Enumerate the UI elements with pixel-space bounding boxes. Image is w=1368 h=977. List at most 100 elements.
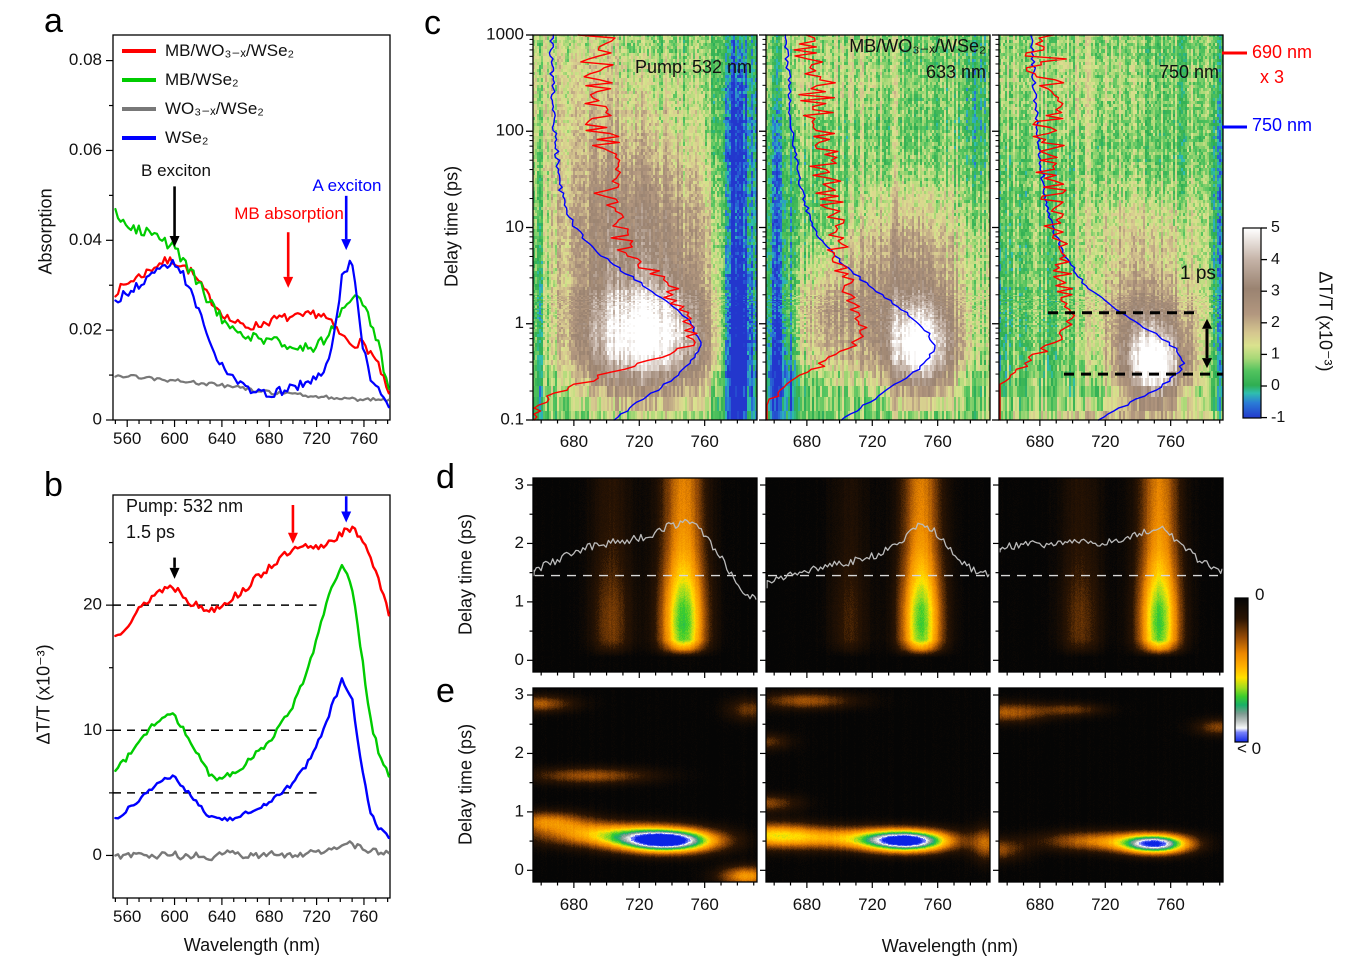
annotation-arrows <box>341 496 352 523</box>
heatmap-e-633nm <box>766 688 990 882</box>
map-title-633: 633 nm <box>925 62 986 82</box>
tick-label: 600 <box>160 907 188 926</box>
tick-label: 0 <box>1271 377 1280 394</box>
tick-label: 1 <box>515 313 524 332</box>
tick-label: 720 <box>858 895 886 914</box>
legend-a: MB/WO₃₋ₓ/WSe₂ MB/WSe₂ WO₃₋ₓ/WSe₂ WSe₂ <box>122 36 294 152</box>
heatmap-d-532nm <box>533 478 757 672</box>
annotation-b-exciton: B exciton <box>141 161 211 180</box>
tick-label: 0 <box>93 409 102 428</box>
panel-b-plot: 560 600 640 680 720 760 0 10 20 <box>83 494 391 926</box>
tick-label: 10 <box>505 217 524 236</box>
tick-label: 0 <box>515 860 524 879</box>
legend-item: MB/WSe₂ <box>122 65 294 94</box>
panel-b-series <box>114 525 390 862</box>
map-title-sample: MB/WO₃₋ₓ/WSe₂ <box>849 36 986 56</box>
tick-label: 720 <box>1091 432 1119 451</box>
annotation-arrows <box>283 232 294 288</box>
tick-label: 680 <box>560 432 588 451</box>
tick-label: 560 <box>113 907 141 926</box>
tick-label: 0.08 <box>69 50 102 69</box>
series-MB/WSe2 <box>114 207 390 390</box>
heatmap-d-633nm <box>766 478 990 672</box>
heatmap-c-750nm <box>999 35 1223 420</box>
tick-label: 720 <box>625 432 653 451</box>
annotation-arrows <box>169 186 180 248</box>
tick-label: 1 <box>515 591 524 610</box>
map-title-532: Pump: 532 nm <box>634 57 752 77</box>
panel-b-xlabel: Wavelength (nm) <box>183 935 321 955</box>
tick-label: 640 <box>208 907 236 926</box>
legend-label: WO₃₋ₓ/WSe₂ <box>165 98 264 118</box>
tick-label: 720 <box>625 895 653 914</box>
colorbar-de-bottom-label: < 0 <box>1237 739 1262 758</box>
annotation-arrow <box>341 511 352 523</box>
panel-label-b: b <box>44 466 63 504</box>
series-WO3-x/WSe2 <box>114 374 390 403</box>
panel-e-xlabel: Wavelength (nm) <box>881 936 1019 956</box>
kinetics-legend-750: 750 nm <box>1252 115 1313 135</box>
annotation-arrow <box>341 239 352 251</box>
tick-label: 0 <box>515 650 524 669</box>
tick-label: 2 <box>1271 314 1280 331</box>
tick-label: 560 <box>113 429 141 448</box>
panel-label-e: e <box>436 672 455 710</box>
tick-label: 4 <box>1271 251 1280 268</box>
tick-label: 640 <box>208 429 236 448</box>
colorbar-de <box>1235 598 1248 742</box>
annotation-mb-absorption: MB absorption <box>234 204 344 223</box>
annotation-arrows <box>169 557 180 579</box>
series-MB/WO3-x/WSe2 <box>114 256 390 395</box>
legend-swatch <box>122 106 156 111</box>
tick-label: 20 <box>83 595 102 614</box>
plot-frame <box>112 494 391 899</box>
panel-b-ylabel: ΔT/T (x10⁻³) <box>33 644 54 745</box>
tick-label: 680 <box>560 895 588 914</box>
tick-label: 1 <box>515 801 524 820</box>
tick-label: 680 <box>1026 895 1054 914</box>
panel-label-c: c <box>424 4 441 42</box>
tick-label: 100 <box>496 121 524 140</box>
legend-item: WSe₂ <box>122 123 294 152</box>
tick-label: 720 <box>302 907 330 926</box>
tick-label: 0.02 <box>69 320 102 339</box>
map-title-750: 750 nm <box>1158 62 1219 82</box>
annotation-arrows <box>287 505 298 544</box>
series-WO3-x/WSe2 <box>114 840 390 862</box>
tick-label: 0.06 <box>69 140 102 159</box>
tick-label: 760 <box>1156 895 1184 914</box>
tick-label: 1000 <box>486 24 524 43</box>
heatmap-e-532nm <box>533 688 757 882</box>
series-MB/WO3-x/WSe2 <box>114 525 390 638</box>
tick-label: 760 <box>923 895 951 914</box>
tick-label: 720 <box>858 432 886 451</box>
heatmap-e-750nm <box>999 688 1223 882</box>
tick-label: 10 <box>83 720 102 739</box>
tick-label: 760 <box>350 907 378 926</box>
tick-label: -1 <box>1271 409 1285 426</box>
tick-label: 760 <box>923 432 951 451</box>
legend-swatch <box>122 48 156 53</box>
annotation-1ps: 1 ps <box>1180 263 1216 284</box>
heatmap-c-532nm <box>533 35 757 420</box>
panel-d-ylabel: Delay time (ps) <box>455 513 476 635</box>
heatmap-c-633nm <box>766 35 990 420</box>
annotation-a-exciton: A exciton <box>312 176 382 195</box>
legend-item: WO₃₋ₓ/WSe₂ <box>122 94 294 123</box>
panel-e-ylabel: Delay time (ps) <box>455 723 476 845</box>
legend-swatch <box>122 135 156 140</box>
tick-label: 680 <box>1026 432 1054 451</box>
tick-label: 680 <box>793 895 821 914</box>
panel-a-ylabel: Absorption <box>35 188 56 275</box>
tick-label: 0.04 <box>69 230 102 249</box>
tick-label: 760 <box>690 895 718 914</box>
tick-label: 720 <box>1091 895 1119 914</box>
colorbar-c-label: ΔT/T (x10⁻³) <box>1315 271 1336 372</box>
tick-label: 680 <box>255 429 283 448</box>
tick-label: 0.1 <box>500 409 524 428</box>
panel-b-axes: 560 600 640 680 720 760 0 10 20 <box>83 494 391 926</box>
tick-label: 720 <box>302 429 330 448</box>
panel-b-note-delay: 1.5 ps <box>126 522 176 542</box>
legend-label: MB/WO₃₋ₓ/WSe₂ <box>165 40 295 60</box>
